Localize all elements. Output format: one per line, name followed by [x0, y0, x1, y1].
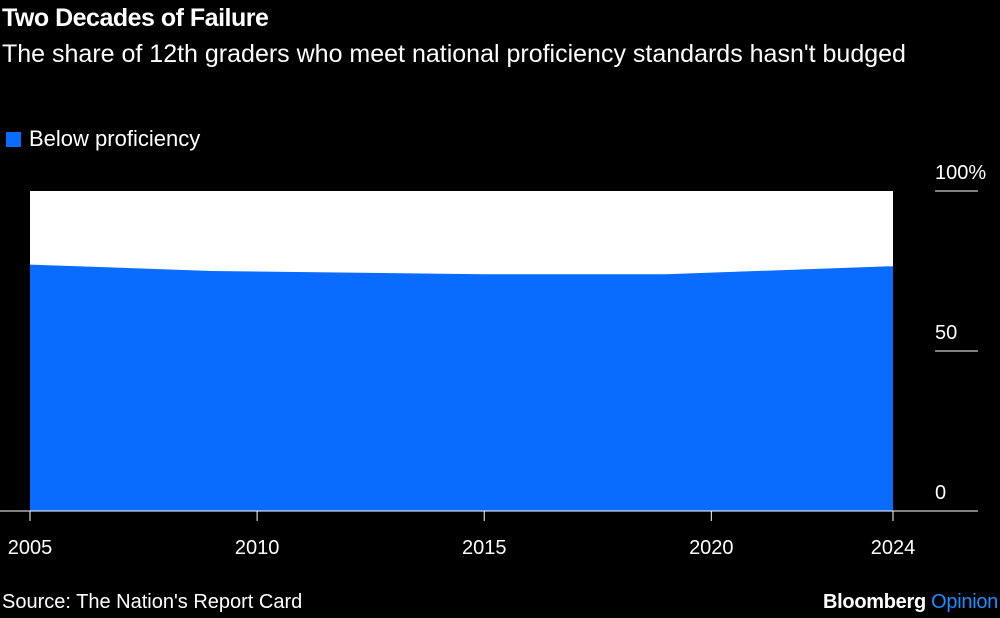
below-proficiency-area: [30, 264, 893, 511]
y-tick-label-100: 100%: [935, 162, 986, 184]
y-tick-label-0: 0: [935, 482, 946, 504]
x-tick-label-2005: 2005: [8, 537, 53, 559]
chart-subtitle: The share of 12th graders who meet natio…: [2, 40, 906, 68]
x-tick-label-2015: 2015: [462, 537, 507, 559]
y-tick-label-50: 50: [935, 322, 957, 344]
brand-name: Bloomberg: [823, 591, 926, 613]
brand-accent: Opinion: [931, 591, 998, 613]
legend-swatch: [6, 131, 21, 147]
chart-title: Two Decades of Failure: [2, 4, 269, 32]
legend: Below proficiency: [6, 126, 200, 152]
legend-label: Below proficiency: [29, 126, 201, 151]
x-tick-label-2010: 2010: [235, 537, 280, 559]
brand-logo: Bloomberg Opinion: [823, 591, 998, 614]
source-note: Source: The Nation's Report Card: [2, 591, 303, 613]
x-tick-label-2020: 2020: [689, 537, 734, 559]
x-tick-label-2024: 2024: [871, 537, 916, 559]
